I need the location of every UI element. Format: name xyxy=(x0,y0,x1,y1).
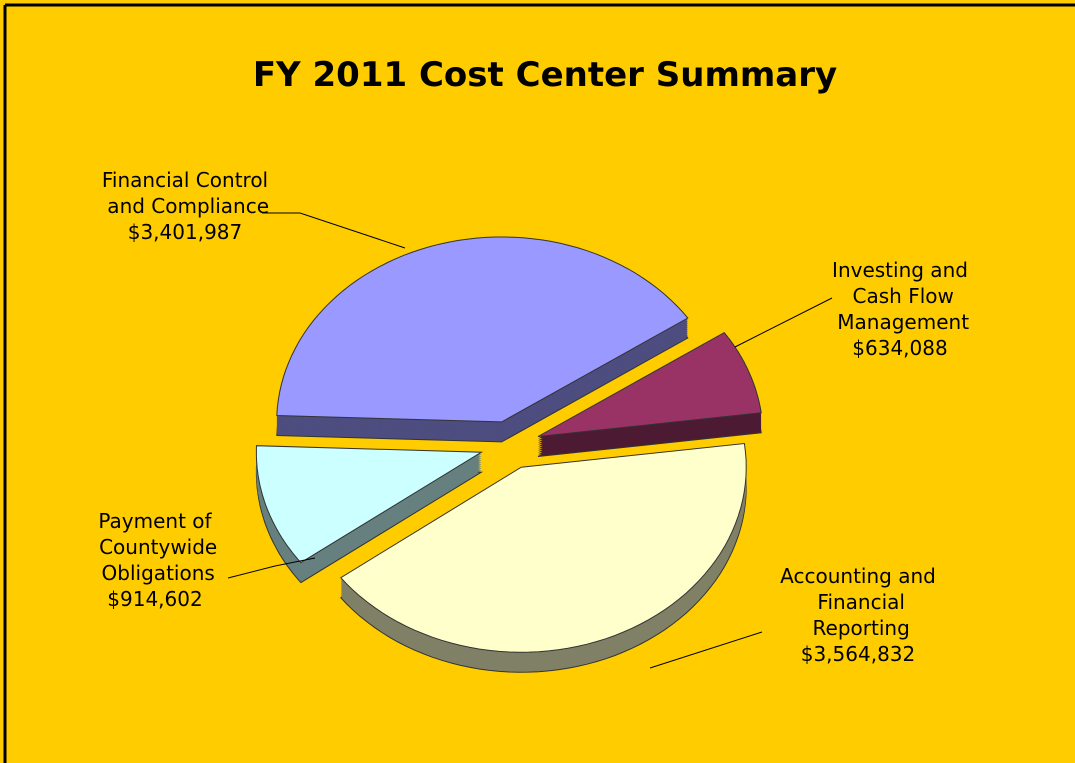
slice-label: Investing and Cash Flow Management xyxy=(831,258,969,334)
slice-label: Accounting and Financial Reporting xyxy=(780,564,936,640)
slice-label-line: Reporting xyxy=(806,616,910,640)
leader-line xyxy=(734,297,833,348)
slice-label-line: Cash Flow xyxy=(846,284,954,308)
slice xyxy=(537,331,762,437)
slice xyxy=(276,236,689,423)
leader-line xyxy=(649,631,763,669)
slice-value-label: $634,088 xyxy=(852,336,947,360)
slice-value-label: $914,602 xyxy=(107,587,202,611)
slice-label-line: Accounting and xyxy=(780,564,936,588)
leader-line xyxy=(262,212,406,249)
slice xyxy=(255,445,484,564)
slice-label-line: Management xyxy=(831,310,969,334)
slice-label-line: Payment of xyxy=(98,509,212,533)
slice-label-line: Financial Control xyxy=(102,168,268,192)
slice-value-label: $3,401,987 xyxy=(128,220,243,244)
chart-title: FY 2011 Cost Center Summary xyxy=(253,55,837,95)
slice-label-line: and Compliance xyxy=(101,194,269,218)
slice-value-label: $3,564,832 xyxy=(801,642,916,666)
slice-label: Payment of Countywide Obligations xyxy=(93,509,218,585)
slice-label-line: Investing and xyxy=(832,258,968,282)
slice-label-line: Obligations xyxy=(95,561,215,585)
slice xyxy=(340,442,747,653)
slice-label-line: Financial xyxy=(811,590,905,614)
leader-line xyxy=(227,557,316,579)
slice-label: Financial Control and Compliance xyxy=(101,168,269,218)
slice-label-line: Countywide xyxy=(93,535,218,559)
